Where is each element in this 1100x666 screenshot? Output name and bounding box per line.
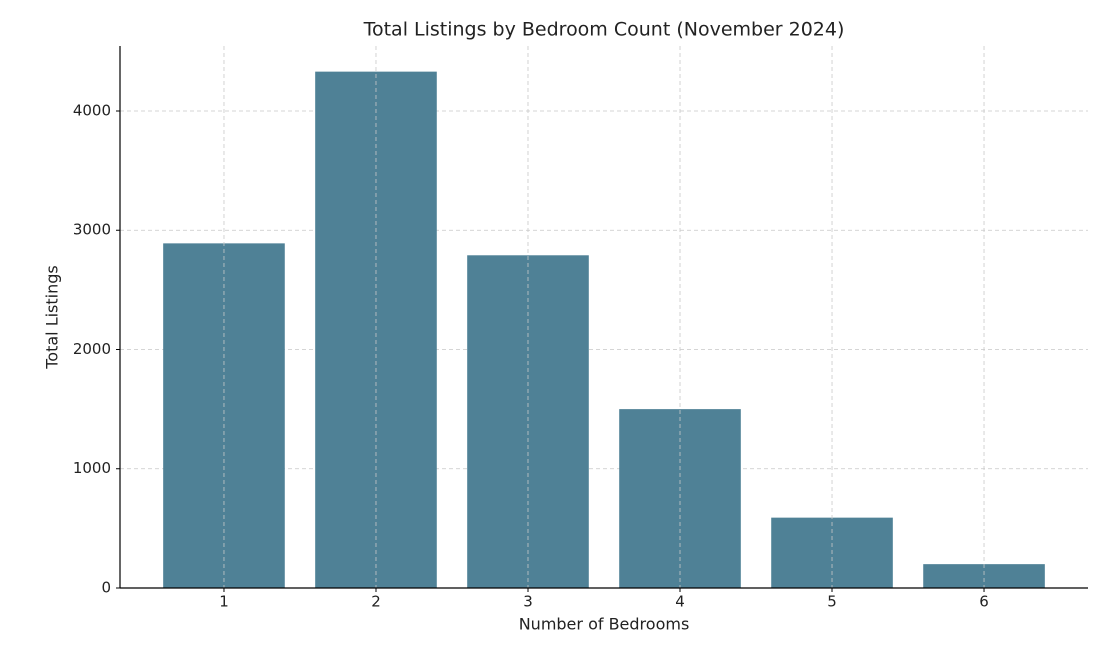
x-tick-label: 5 [827,593,837,611]
x-tick-label: 3 [523,593,533,611]
x-tick-label: 2 [371,593,381,611]
bar [619,409,741,588]
y-tick-label: 4000 [73,101,111,119]
x-axis-label: Number of Bedrooms [519,615,690,634]
x-tick-label: 1 [219,593,229,611]
y-tick-label: 1000 [73,459,111,477]
y-tick-label: 0 [101,579,111,597]
y-axis-label: Total Listings [43,265,62,370]
x-tick-label: 4 [675,593,685,611]
bar [923,564,1045,588]
y-tick-label: 2000 [73,340,111,358]
chart-title: Total Listings by Bedroom Count (Novembe… [363,19,845,41]
y-tick-label: 3000 [73,221,111,239]
x-tick-label: 6 [979,593,989,611]
